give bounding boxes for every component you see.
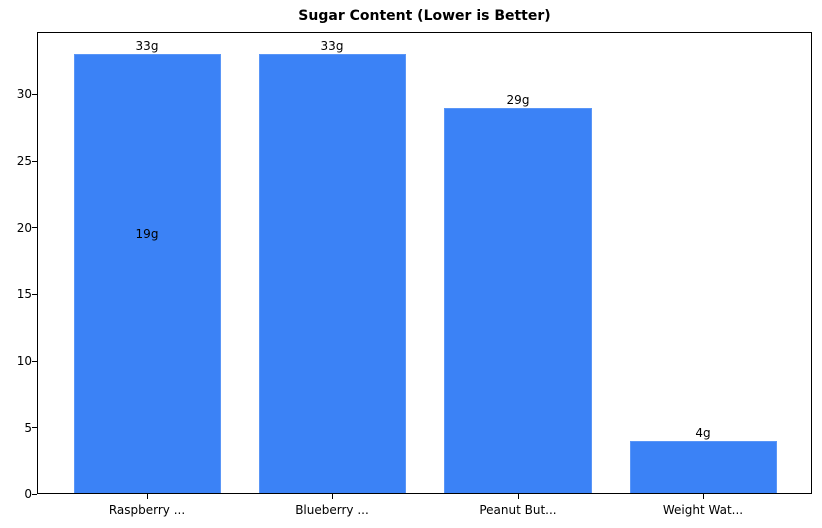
y-tick-label: 25 bbox=[16, 154, 32, 168]
x-tick-mark bbox=[147, 494, 148, 499]
bar-value-label: 29g bbox=[506, 93, 530, 107]
x-tick-label: Peanut But... bbox=[479, 503, 557, 517]
x-tick-label: Blueberry ... bbox=[295, 503, 369, 517]
x-tick-label: Raspberry ... bbox=[108, 503, 186, 517]
y-tick-label: 10 bbox=[16, 354, 32, 368]
y-tick-mark bbox=[32, 94, 37, 95]
y-tick-mark bbox=[32, 294, 37, 295]
y-tick-label: 5 bbox=[24, 421, 32, 435]
annotation-label: 19g bbox=[135, 227, 159, 241]
x-tick-mark bbox=[703, 494, 704, 499]
bar-weight-watchers bbox=[630, 441, 777, 494]
x-tick-label: Weight Wat... bbox=[662, 503, 744, 517]
bar-blueberry bbox=[259, 54, 406, 494]
chart-title: Sugar Content (Lower is Better) bbox=[298, 8, 551, 24]
bar-raspberry bbox=[74, 54, 221, 494]
y-tick-mark bbox=[32, 427, 37, 428]
y-tick-label: 20 bbox=[16, 221, 32, 235]
y-tick-label: 30 bbox=[16, 87, 32, 101]
x-tick-mark bbox=[332, 494, 333, 499]
bar-value-label: 33g bbox=[320, 39, 344, 53]
y-tick-mark bbox=[32, 161, 37, 162]
axes-frame bbox=[37, 32, 812, 494]
bar-peanut-butter bbox=[444, 108, 592, 494]
bar-value-label: 4g bbox=[695, 426, 711, 440]
y-tick-label: 15 bbox=[16, 287, 32, 301]
bar-value-label: 33g bbox=[135, 39, 159, 53]
y-tick-mark bbox=[32, 494, 37, 495]
y-tick-mark bbox=[32, 227, 37, 228]
y-tick-mark bbox=[32, 361, 37, 362]
y-tick-label: 0 bbox=[24, 487, 32, 501]
x-tick-mark bbox=[518, 494, 519, 499]
